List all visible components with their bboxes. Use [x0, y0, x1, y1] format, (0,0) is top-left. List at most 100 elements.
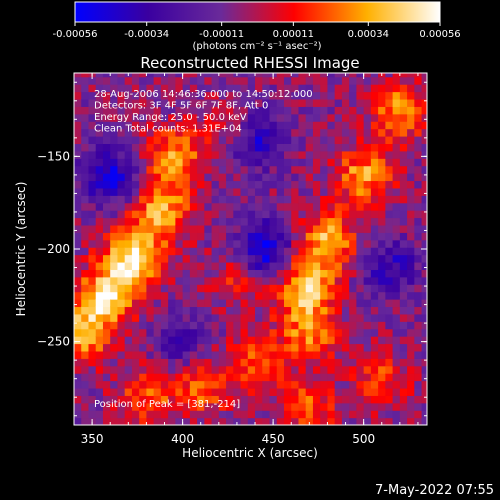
heatmap-cell: [102, 350, 111, 359]
heatmap-cell: [139, 328, 148, 337]
heatmap-cell: [247, 269, 256, 278]
heatmap-cell: [320, 239, 329, 248]
heatmap-cell: [341, 343, 350, 352]
heatmap-cell: [182, 217, 191, 226]
heatmap-cell: [399, 261, 408, 270]
heatmap-cell: [276, 336, 285, 345]
heatmap-cell: [81, 402, 90, 411]
heatmap-cell: [421, 402, 427, 411]
heatmap-cell: [320, 380, 329, 389]
heatmap-cell: [153, 284, 162, 293]
heatmap-cell: [146, 150, 155, 159]
heatmap-cell: [95, 232, 104, 241]
heatmap-cell: [160, 269, 169, 278]
heatmap-cell: [211, 76, 220, 85]
heatmap-cell: [124, 150, 133, 159]
heatmap-cell: [117, 143, 126, 152]
heatmap-cell: [298, 84, 307, 93]
heatmap-cell: [370, 98, 379, 107]
heatmap-cell: [255, 158, 263, 167]
heatmap-cell: [81, 291, 90, 300]
heatmap-cell: [102, 299, 111, 308]
heatmap-cell: [399, 210, 408, 219]
heatmap-cell: [88, 232, 97, 241]
heatmap-cell: [312, 410, 321, 419]
heatmap-cell: [276, 143, 285, 152]
heatmap-cell: [269, 299, 278, 308]
heatmap-cell: [378, 173, 386, 182]
heatmap-cell: [110, 106, 119, 115]
heatmap-cell: [247, 299, 256, 308]
heatmap-cell: [349, 232, 357, 241]
heatmap-cell: [88, 306, 97, 315]
heatmap-cell: [320, 328, 329, 337]
heatmap-cell: [356, 217, 365, 226]
heatmap-cell: [334, 113, 343, 122]
heatmap-cell: [233, 395, 242, 404]
heatmap-cell: [81, 261, 90, 270]
heatmap-cell: [81, 187, 90, 196]
heatmap-cell: [226, 328, 234, 337]
heatmap-cell: [81, 358, 90, 367]
heatmap-cell: [276, 187, 285, 196]
heatmap-cell: [197, 224, 205, 233]
heatmap-cell: [312, 195, 321, 204]
heatmap-cell: [320, 284, 329, 293]
heatmap-cell: [153, 261, 162, 270]
heatmap-cell: [160, 113, 169, 122]
heatmap-cell: [363, 313, 372, 322]
heatmap-cell: [414, 106, 423, 115]
heatmap-cell: [139, 195, 148, 204]
heatmap-cell: [291, 106, 300, 115]
heatmap-cell: [312, 143, 321, 152]
heatmap-cell: [262, 217, 271, 226]
heatmap-cell: [363, 84, 372, 93]
heatmap-cell: [102, 121, 111, 130]
heatmap-cell: [211, 261, 220, 270]
heatmap-cell: [334, 306, 343, 315]
heatmap-cell: [74, 135, 82, 144]
heatmap-cell: [421, 76, 427, 85]
heatmap-cell: [124, 343, 133, 352]
heatmap-cell: [276, 247, 285, 256]
heatmap-cell: [182, 158, 191, 167]
heatmap-cell: [320, 313, 329, 322]
heatmap-cell: [291, 202, 300, 211]
heatmap-cell: [356, 173, 365, 182]
heatmap-cell: [189, 165, 198, 174]
heatmap-cell: [233, 276, 242, 285]
heatmap-cell: [385, 106, 394, 115]
heatmap-cell: [182, 343, 191, 352]
heatmap-cell: [160, 210, 169, 219]
heatmap-cell: [175, 261, 184, 270]
heatmap-cell: [240, 343, 249, 352]
heatmap-cell: [117, 165, 126, 174]
heatmap-cell: [414, 158, 423, 167]
heatmap-cell: [370, 173, 379, 182]
heatmap-cell: [356, 76, 365, 85]
heatmap-cell: [341, 336, 350, 345]
heatmap-cell: [110, 336, 119, 345]
heatmap-cell: [399, 224, 408, 233]
heatmap-cell: [320, 84, 329, 93]
heatmap-cell: [305, 165, 314, 174]
heatmap-cell: [88, 173, 97, 182]
heatmap-cell: [153, 365, 162, 374]
heatmap-cell: [327, 158, 336, 167]
heatmap-cell: [218, 158, 227, 167]
heatmap-cell: [291, 84, 300, 93]
heatmap-cell: [233, 165, 242, 174]
heatmap-cell: [349, 261, 357, 270]
heatmap-cell: [218, 76, 227, 85]
x-tick-label: 500: [352, 432, 375, 446]
heatmap-cell: [378, 247, 386, 256]
heatmap-cell: [305, 350, 314, 359]
heatmap-cell: [240, 121, 249, 130]
heatmap-cell: [421, 261, 427, 270]
heatmap-cell: [276, 158, 285, 167]
heatmap-cell: [334, 321, 343, 330]
heatmap-cell: [146, 350, 155, 359]
heatmap-cell: [218, 373, 227, 382]
heatmap-cell: [211, 210, 220, 219]
heatmap-cell: [124, 269, 133, 278]
